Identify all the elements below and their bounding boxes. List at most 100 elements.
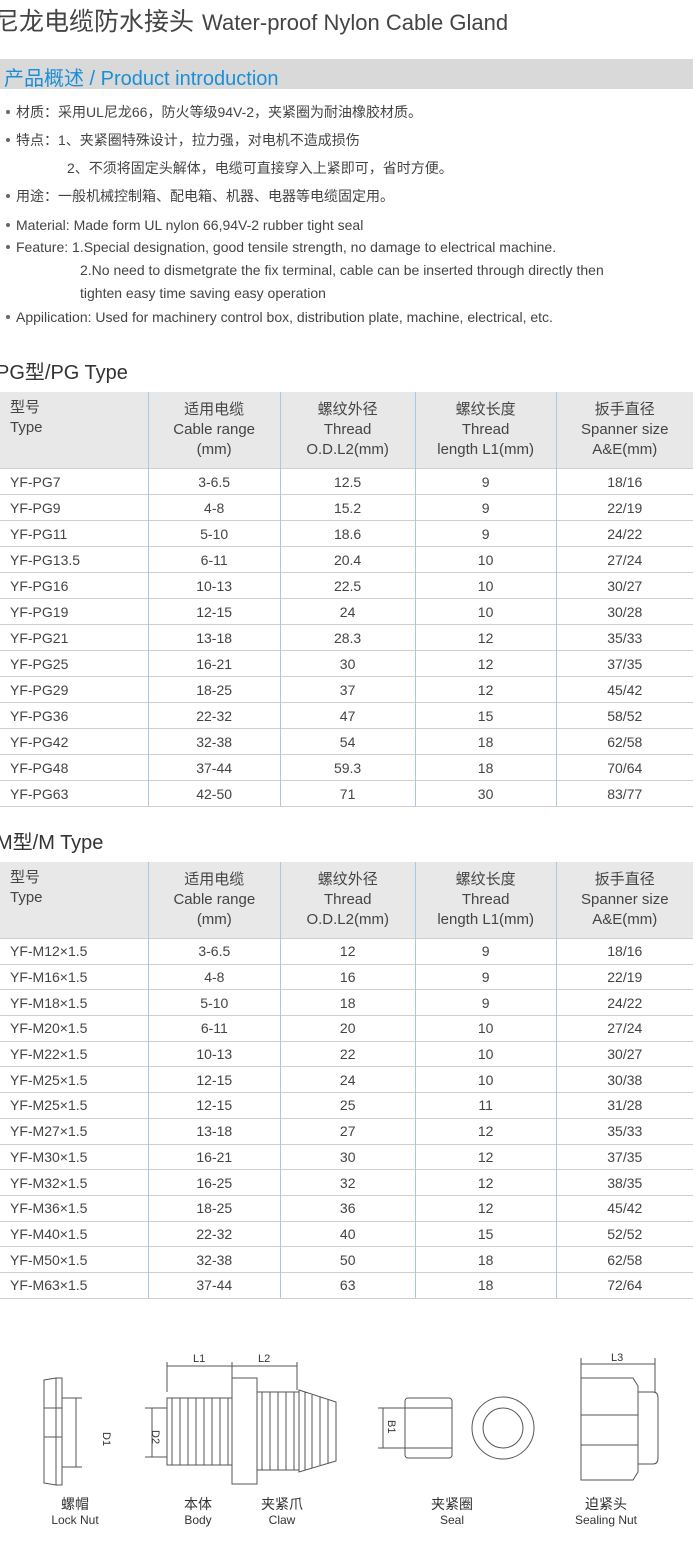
dim-l2: L2 — [258, 1353, 270, 1365]
table-cell: 12-15 — [147, 1066, 281, 1093]
table-row: YF-PG48 37-44 59.3 18 70/64 — [0, 754, 693, 781]
table-cell: YF-PG9 — [0, 494, 149, 521]
column-header: 螺纹外径 Thread O.D.L2(mm) — [279, 862, 416, 939]
body-drawing — [145, 1362, 337, 1485]
table-cell: 59.3 — [279, 754, 416, 781]
table-cell: YF-PG63 — [0, 780, 149, 807]
table-cell: 11 — [414, 1092, 557, 1119]
table-cell: 72/64 — [555, 1271, 693, 1299]
table-cell: 22/19 — [555, 963, 693, 990]
table-cell: 27/24 — [555, 546, 693, 573]
table-cell: 10 — [414, 546, 557, 573]
table-cell: 22-32 — [147, 1220, 281, 1247]
table-cell: 20 — [279, 1015, 416, 1042]
table-row: YF-M25×1.5 12-15 24 10 30/38 — [0, 1066, 693, 1093]
intro-line-text: Material: Made form UL nylon 66,94V-2 ru… — [16, 217, 364, 233]
table-cell: YF-M50×1.5 — [0, 1246, 149, 1273]
table-row: YF-PG11 5-10 18.6 9 24/22 — [0, 520, 693, 547]
table-row: YF-PG19 12-15 24 10 30/28 — [0, 598, 693, 625]
table-cell: YF-PG11 — [0, 520, 149, 547]
table-cell: 10 — [414, 572, 557, 599]
table-cell: 20.4 — [279, 546, 416, 573]
intro-line-text: 2.No need to dismetgrate the fix termina… — [80, 262, 604, 278]
table-cell: 58/52 — [555, 702, 693, 729]
table-cell: 18 — [279, 989, 416, 1016]
table-cell: 70/64 — [555, 754, 693, 781]
table-cell: YF-PG48 — [0, 754, 149, 781]
dim-l1: L1 — [193, 1353, 205, 1365]
table-cell: YF-M36×1.5 — [0, 1194, 149, 1222]
table-cell: 37-44 — [147, 754, 281, 781]
table-cell: 32-38 — [147, 1246, 281, 1273]
table-row: YF-PG21 13-18 28.3 12 35/33 — [0, 624, 693, 651]
table-cell: 52/52 — [555, 1220, 693, 1247]
table-cell: 24/22 — [555, 989, 693, 1016]
table-row: YF-M22×1.5 10-13 22 10 30/27 — [0, 1040, 693, 1067]
table-cell: 40 — [279, 1220, 416, 1247]
table-cell: 38/35 — [555, 1169, 693, 1196]
table-cell: 32 — [279, 1169, 416, 1196]
table-cell: 47 — [279, 702, 416, 729]
table-cell: 22 — [279, 1040, 416, 1067]
table-cell: 6-11 — [147, 546, 281, 573]
table-cell: 37/35 — [555, 650, 693, 677]
table-cell: YF-PG25 — [0, 650, 149, 677]
table-cell: YF-M12×1.5 — [0, 938, 149, 965]
table-cell: 16-21 — [147, 1143, 281, 1170]
table-cell: 30/27 — [555, 1040, 693, 1067]
table-cell: YF-M63×1.5 — [0, 1271, 149, 1299]
table-cell: 10 — [414, 598, 557, 625]
table-cell: 12 — [279, 938, 416, 965]
table-cell: 18 — [414, 1246, 557, 1273]
table-cell: 12 — [414, 1169, 557, 1196]
table-cell: 18/16 — [555, 468, 693, 495]
parts-diagram: D1 L1 L2 D2 B1 L3 — [43, 1352, 659, 1486]
intro-heading-bar: 产品概述 / Product introduction — [0, 59, 693, 90]
part-body: 本体 Body — [184, 1496, 212, 1527]
table-cell: 36 — [279, 1194, 416, 1222]
table-cell: YF-M25×1.5 — [0, 1066, 149, 1093]
intro-line-text: tighten easy time saving easy operation — [80, 285, 326, 301]
table-cell: 30/38 — [555, 1066, 693, 1093]
table-cell: 54 — [279, 728, 416, 755]
table-row: YF-M63×1.5 37-44 63 18 72/64 — [0, 1271, 693, 1299]
table-row: YF-M40×1.5 22-32 40 15 52/52 — [0, 1220, 693, 1247]
table-cell: 12-15 — [147, 598, 281, 625]
column-header: 型号 Type — [0, 392, 149, 469]
table-row: YF-PG9 4-8 15.2 9 22/19 — [0, 494, 693, 521]
bullet-icon — [6, 194, 10, 198]
table-cell: 16-21 — [147, 650, 281, 677]
intro-line-text: Appilication: Used for machinery control… — [16, 309, 553, 325]
table-cell: 9 — [414, 520, 557, 547]
column-header: 适用电缆 Cable range (mm) — [147, 862, 281, 939]
table-cell: 42-50 — [147, 780, 281, 807]
table-row: YF-PG63 42-50 71 30 83/77 — [0, 780, 693, 807]
table-row: YF-M30×1.5 16-21 30 12 37/35 — [0, 1143, 693, 1170]
table-cell: YF-M32×1.5 — [0, 1169, 149, 1196]
table-cell: 30/28 — [555, 598, 693, 625]
table-cell: YF-M27×1.5 — [0, 1117, 149, 1144]
table-row: YF-M18×1.5 5-10 18 9 24/22 — [0, 989, 693, 1016]
pg-section-title: PG型/PG Type — [0, 362, 128, 384]
table-cell: 3-6.5 — [147, 468, 281, 495]
table-row: YF-M12×1.5 3-6.5 12 9 18/16 — [0, 938, 693, 965]
table-cell: 4-8 — [147, 494, 281, 521]
table-row: YF-PG7 3-6.5 12.5 9 18/16 — [0, 468, 693, 495]
table-cell: 18-25 — [147, 1194, 281, 1222]
table-header-row: 型号 Type 适用电缆 Cable range (mm) 螺纹外径 Thread O.D.L… — [0, 392, 693, 469]
table-cell: YF-PG19 — [0, 598, 149, 625]
table-cell: 16 — [279, 963, 416, 990]
title-en: Water-proof Nylon Cable Gland — [202, 10, 509, 35]
table-cell: 12-15 — [147, 1092, 281, 1119]
table-cell: 63 — [279, 1271, 416, 1299]
column-header: 扳手直径 Spanner size A&E(mm) — [555, 862, 693, 939]
table-row: YF-PG16 10-13 22.5 10 30/27 — [0, 572, 693, 599]
table-cell: YF-PG42 — [0, 728, 149, 755]
table-cell: 22/19 — [555, 494, 693, 521]
intro-line-text: 2、不须将固定头解体，电缆可直接穿入上紧即可，省时方便。 — [67, 160, 453, 176]
table-row: YF-M50×1.5 32-38 50 18 62/58 — [0, 1246, 693, 1273]
table-cell: YF-PG16 — [0, 572, 149, 599]
table-cell: 12 — [414, 1143, 557, 1170]
table-row: YF-M27×1.5 13-18 27 12 35/33 — [0, 1117, 693, 1144]
dim-b1: B1 — [385, 1420, 397, 1433]
